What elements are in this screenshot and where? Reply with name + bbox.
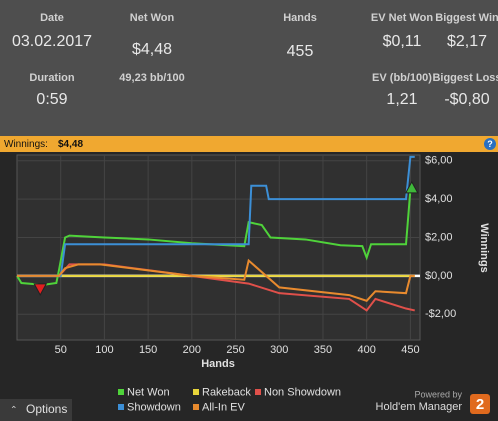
y-tick-label: $6,00 [425,155,453,167]
legend-label: Rakeback [202,386,251,398]
plot-area [16,154,421,341]
legend-label: All-In EV [202,401,245,413]
stats: Date 03.02.2017 Net Won $4,48 49,23 bb/100 Ha… [12,12,498,108]
min-marker [33,283,48,296]
series-line [17,155,415,277]
options-button[interactable] [0,399,72,421]
stat-value: 03.02.2017 [12,33,92,50]
x-tick-label: 100 [95,344,113,356]
x-tick-label: 450 [401,344,419,356]
x-tick-label: 400 [357,344,375,356]
stat-label: EV (bb/100) [372,72,432,84]
stat-label: Duration [29,72,75,84]
legend-swatch [118,389,124,395]
y-tick-label: $4,00 [425,193,453,205]
help-icon[interactable] [484,138,496,150]
legend: Net Won Rakeback Non Showdown Showdown All-I… [118,386,341,413]
x-tick-label: 150 [139,344,157,356]
brand: Hold'em Manager [376,401,463,413]
stat-sub: 49,23 bb/100 [119,72,184,84]
title-bar [0,136,498,152]
x-tick-label: 50 [55,344,67,356]
stat-label: EV Net Won [371,12,433,24]
logo-text: 2 [476,396,484,413]
legend-label: Non Showdown [264,386,341,398]
x-tick-label: 200 [183,344,201,356]
x-tick-label: 350 [314,344,332,356]
stat-label: Date [40,12,64,24]
stat-value: 455 [287,43,314,60]
x-tick-label: 300 [270,344,288,356]
y-tick-label: $2,00 [425,231,453,243]
series-line [17,258,415,303]
stat-label: Net Won [130,12,175,24]
options-label: Options [26,402,67,416]
legend-swatch [118,404,124,410]
stats-panel [0,0,498,136]
bar-value: $4,48 [58,139,83,150]
plot: 50 100 150 200 250 300 350 400 450 $6,00 $4,00 $2,0… [16,155,456,356]
legend-swatch [193,389,199,395]
y-tick-label: $0,00 [425,270,453,282]
max-marker [404,180,419,194]
stat-label: Biggest Loss [432,72,498,84]
logo [470,394,490,414]
bar-label: Winnings: [4,139,48,150]
stat-value: -$0,80 [444,91,489,108]
stat-value: $4,48 [132,41,172,58]
legend-swatch [193,404,199,410]
stat-label: Biggest Win [435,12,498,24]
x-axis-title: Hands [201,358,235,370]
options-caret: ⌃ [10,404,18,414]
stat-value: 1,21 [386,91,417,108]
help-glyph: ? [487,139,493,149]
legend-swatch [255,389,261,395]
stat-value: $0,11 [383,33,422,50]
legend-label: Showdown [127,401,181,413]
stat-value: $2,17 [447,33,487,50]
series-line [17,263,415,312]
y-axis-title: Winnings [478,223,490,272]
stat-label: Hands [283,12,317,24]
powered-by: Powered by [414,389,462,399]
y-tick-label: -$2,00 [425,308,456,320]
stat-value: 0:59 [36,91,67,108]
legend-label: Net Won [127,386,170,398]
x-tick-label: 250 [226,344,244,356]
